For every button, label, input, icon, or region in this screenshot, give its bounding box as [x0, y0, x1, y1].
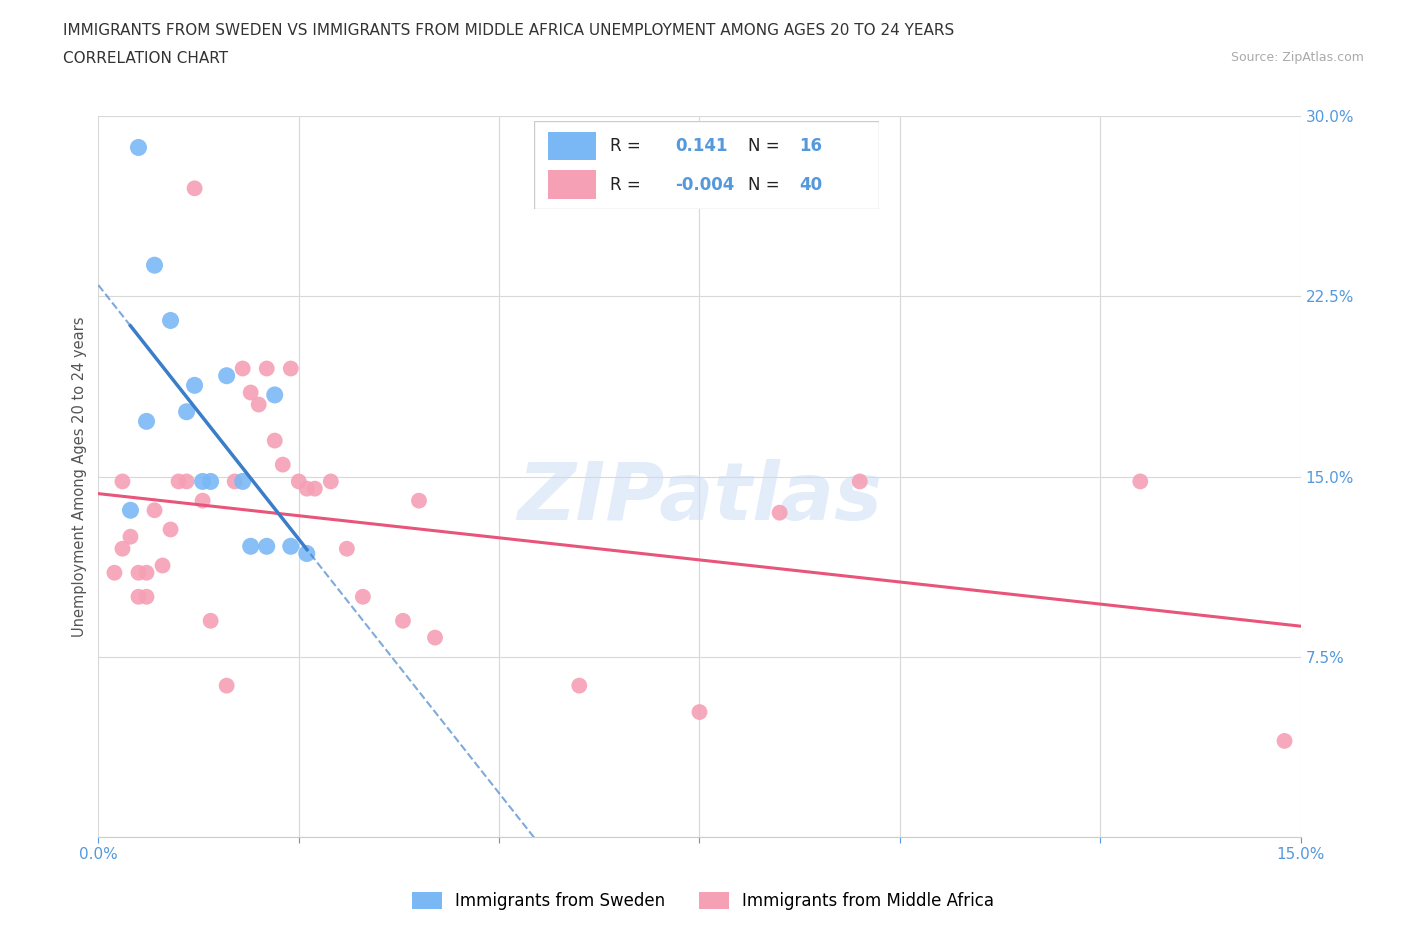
Point	[111, 541, 134, 556]
Y-axis label: Unemployment Among Ages 20 to 24 years: Unemployment Among Ages 20 to 24 years	[72, 316, 87, 637]
Point	[152, 558, 174, 573]
Point	[224, 474, 246, 489]
Point	[159, 522, 181, 537]
Point	[232, 361, 254, 376]
Point	[191, 493, 214, 508]
Point	[143, 258, 166, 272]
Point	[263, 433, 285, 448]
Text: IMMIGRANTS FROM SWEDEN VS IMMIGRANTS FROM MIDDLE AFRICA UNEMPLOYMENT AMONG AGES : IMMIGRANTS FROM SWEDEN VS IMMIGRANTS FRO…	[63, 23, 955, 38]
Point	[135, 414, 157, 429]
Point	[239, 538, 262, 553]
Point	[392, 614, 415, 629]
Point	[128, 590, 150, 604]
Point	[167, 474, 190, 489]
Point	[128, 140, 150, 155]
Point	[849, 474, 872, 489]
Text: R =: R =	[610, 176, 641, 193]
Point	[159, 313, 181, 328]
Text: -0.004: -0.004	[675, 176, 735, 193]
Point	[111, 474, 134, 489]
Point	[271, 458, 294, 472]
Point	[319, 474, 342, 489]
Point	[176, 474, 198, 489]
Text: 40: 40	[800, 176, 823, 193]
Text: R =: R =	[610, 137, 641, 154]
Point	[256, 361, 278, 376]
Legend: Immigrants from Sweden, Immigrants from Middle Africa: Immigrants from Sweden, Immigrants from …	[405, 885, 1001, 917]
Point	[1129, 474, 1152, 489]
Point	[304, 481, 326, 496]
Text: 16: 16	[800, 137, 823, 154]
Point	[200, 614, 222, 629]
FancyBboxPatch shape	[534, 121, 879, 209]
Point	[215, 678, 238, 693]
Point	[408, 493, 430, 508]
Bar	[548, 170, 596, 199]
Point	[120, 529, 142, 544]
Point	[423, 631, 446, 645]
Point	[176, 405, 198, 419]
Text: ZIPatlas: ZIPatlas	[517, 459, 882, 538]
Point	[239, 385, 262, 400]
Point	[336, 541, 359, 556]
Point	[183, 378, 205, 392]
Point	[128, 565, 150, 580]
Bar	[548, 131, 596, 160]
Point	[352, 590, 374, 604]
Point	[769, 505, 792, 520]
Text: CORRELATION CHART: CORRELATION CHART	[63, 51, 228, 66]
Text: 0.141: 0.141	[675, 137, 728, 154]
Point	[200, 474, 222, 489]
Point	[215, 368, 238, 383]
Point	[280, 538, 302, 553]
Text: Source: ZipAtlas.com: Source: ZipAtlas.com	[1230, 51, 1364, 64]
Point	[689, 705, 711, 720]
Point	[295, 481, 318, 496]
Point	[135, 565, 157, 580]
Point	[256, 538, 278, 553]
Point	[143, 503, 166, 518]
Point	[263, 388, 285, 403]
Point	[103, 565, 125, 580]
Text: N =: N =	[748, 137, 779, 154]
Point	[191, 474, 214, 489]
Point	[288, 474, 311, 489]
Point	[1274, 734, 1296, 749]
Point	[280, 361, 302, 376]
Point	[120, 503, 142, 518]
Point	[232, 474, 254, 489]
Text: N =: N =	[748, 176, 779, 193]
Point	[247, 397, 270, 412]
Point	[135, 590, 157, 604]
Point	[568, 678, 591, 693]
Point	[183, 181, 205, 196]
Point	[295, 546, 318, 561]
